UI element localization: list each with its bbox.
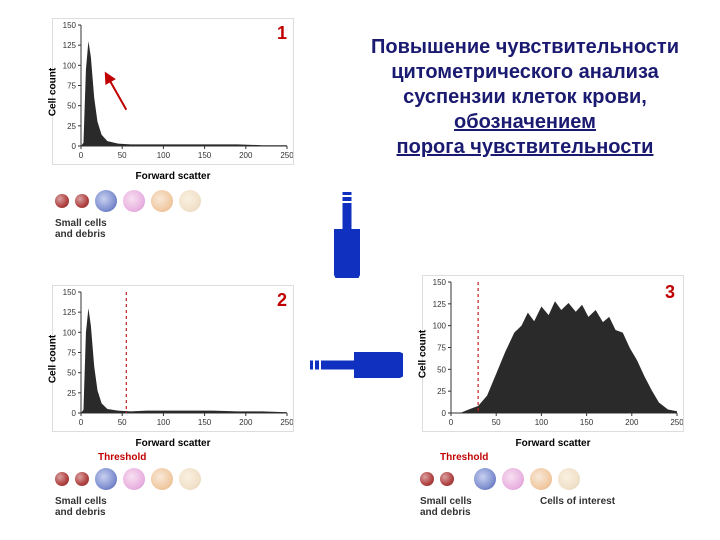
cell-neutrophil-icon [179,468,201,490]
title-line-2: цитометрического анализа [340,60,710,85]
panel-1: 0501001502002500255075100125150 Cell cou… [52,18,294,165]
cell-rbc-icon [75,194,89,208]
chart-1-ylabel: Cell count [48,67,59,115]
svg-text:25: 25 [67,122,76,131]
cell-rbc-icon [420,472,434,486]
cell-neutrophil-icon [179,190,201,212]
arrow-down-icon [334,190,360,278]
svg-text:50: 50 [118,418,127,427]
cell-lymphocyte-icon [95,190,117,212]
svg-text:0: 0 [79,418,84,427]
cell-rbc-icon [55,472,69,486]
arrow-right-icon [308,352,403,378]
panel-3-caption-left-l1: Small cells [420,496,472,507]
svg-text:50: 50 [492,418,501,427]
svg-text:100: 100 [157,418,171,427]
chart-1: 0501001502002500255075100125150 Cell cou… [52,18,294,165]
svg-text:200: 200 [239,418,253,427]
svg-text:100: 100 [433,322,447,331]
title-line-4: обозначением [340,110,710,135]
title-line-5: порога чувствительности [340,135,710,160]
panel-3-cells [420,468,580,490]
panel-3-caption-left-l2: and debris [420,507,471,518]
svg-text:125: 125 [63,308,77,317]
panel-2-threshold-label: Threshold [98,452,146,463]
svg-text:150: 150 [63,288,77,297]
chart-2: 0501001502002500255075100125150 Cell cou… [52,285,294,432]
cell-monocyte-icon [530,468,552,490]
svg-text:100: 100 [535,418,549,427]
svg-text:50: 50 [67,369,76,378]
svg-text:150: 150 [63,21,77,30]
panel-3: 0501001502002500255075100125150 Cell cou… [422,275,684,432]
chart-2-ylabel: Cell count [48,334,59,382]
cell-rbc-icon [55,194,69,208]
svg-text:75: 75 [67,349,76,358]
svg-text:75: 75 [437,344,446,353]
panel-1-number: 1 [277,23,287,44]
cell-eosinophil-icon [123,468,145,490]
cell-rbc-icon [75,472,89,486]
cell-eosinophil-icon [123,190,145,212]
panel-3-caption-right: Cells of interest [540,496,615,507]
cell-lymphocyte-icon [95,468,117,490]
svg-text:200: 200 [625,418,639,427]
svg-text:0: 0 [449,418,454,427]
svg-text:25: 25 [67,389,76,398]
svg-text:250: 250 [670,418,683,427]
title-line-1: Повышение чувствительности [340,35,710,60]
panel-3-caption-left: Small cells and debris [420,496,472,518]
panel-3-threshold-label: Threshold [440,452,488,463]
svg-text:250: 250 [280,151,293,160]
svg-text:0: 0 [442,409,447,418]
svg-text:125: 125 [433,300,447,309]
svg-text:200: 200 [239,151,253,160]
chart-3-xlabel: Forward scatter [515,438,590,449]
panel-1-caption: Small cells and debris [55,218,107,240]
cell-rbc-icon [440,472,454,486]
svg-text:75: 75 [67,82,76,91]
chart-3-svg: 0 50 100 150 200 250 0 25 50 75 100 125 150 [423,276,683,431]
panel-2-caption-l2: and debris [55,507,106,518]
svg-text:50: 50 [67,102,76,111]
svg-text:150: 150 [433,278,447,287]
cell-monocyte-icon [151,468,173,490]
title-block: Повышение чувствительности цитометрическ… [340,35,710,160]
svg-text:0: 0 [72,409,77,418]
chart-2-xlabel: Forward scatter [135,438,210,449]
panel-3-number: 3 [665,282,675,303]
title-line-3: суспензии клеток крови, [340,85,710,110]
svg-text:50: 50 [118,151,127,160]
chart-2-svg: 0 50 100 150 200 250 0 25 50 75 100 125 150 [53,286,293,431]
svg-text:0: 0 [79,151,84,160]
svg-text:25: 25 [437,387,446,396]
panel-2-caption-l1: Small cells [55,496,107,507]
chart-1-svg: 0 50 100 150 200 250 0 25 50 75 100 125 150 [53,19,293,164]
panel-2: 0501001502002500255075100125150 Cell cou… [52,285,294,432]
cell-eosinophil-icon [502,468,524,490]
svg-text:125: 125 [63,41,77,50]
panel-1-caption-l1: Small cells [55,218,107,229]
svg-text:0: 0 [72,142,77,151]
panel-2-caption: Small cells and debris [55,496,107,518]
cell-neutrophil-icon [558,468,580,490]
chart-3-ylabel: Cell count [418,329,429,377]
svg-text:50: 50 [437,365,446,374]
cell-lymphocyte-icon [474,468,496,490]
svg-text:150: 150 [198,151,212,160]
panel-2-cells [55,468,201,490]
panel-1-cells [55,190,201,212]
svg-text:100: 100 [63,328,77,337]
cell-monocyte-icon [151,190,173,212]
svg-text:150: 150 [580,418,594,427]
svg-text:100: 100 [157,151,171,160]
chart-1-xlabel: Forward scatter [135,171,210,182]
panel-1-caption-l2: and debris [55,229,106,240]
svg-text:150: 150 [198,418,212,427]
svg-text:100: 100 [63,61,77,70]
panel-2-number: 2 [277,290,287,311]
svg-text:250: 250 [280,418,293,427]
chart-3: 0501001502002500255075100125150 Cell cou… [422,275,684,432]
